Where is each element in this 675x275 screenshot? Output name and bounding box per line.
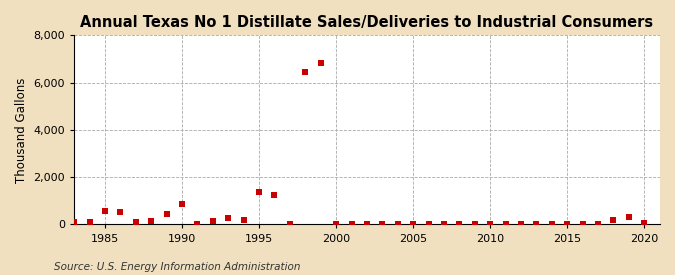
Point: [593, 222, 603, 226]
Point: [608, 218, 619, 222]
Point: [146, 219, 157, 223]
Point: [254, 190, 265, 194]
Point: [362, 222, 373, 226]
Point: [100, 209, 111, 213]
Point: [284, 221, 295, 226]
Point: [485, 222, 495, 226]
Point: [531, 222, 542, 226]
Point: [130, 219, 141, 224]
Point: [238, 217, 249, 222]
Point: [562, 222, 572, 226]
Title: Annual Texas No 1 Distillate Sales/Deliveries to Industrial Consumers: Annual Texas No 1 Distillate Sales/Deliv…: [80, 15, 653, 30]
Point: [115, 210, 126, 214]
Point: [546, 222, 557, 226]
Point: [500, 222, 511, 226]
Y-axis label: Thousand Gallons: Thousand Gallons: [15, 77, 28, 183]
Point: [207, 219, 218, 223]
Point: [331, 222, 342, 226]
Point: [577, 222, 588, 226]
Point: [315, 60, 326, 65]
Point: [84, 219, 95, 224]
Point: [69, 220, 80, 224]
Point: [192, 222, 203, 227]
Text: Source: U.S. Energy Information Administration: Source: U.S. Energy Information Administ…: [54, 262, 300, 272]
Point: [639, 221, 649, 226]
Point: [439, 222, 450, 226]
Point: [269, 192, 280, 197]
Point: [177, 202, 188, 207]
Point: [516, 222, 526, 226]
Point: [408, 222, 418, 226]
Point: [469, 222, 480, 226]
Point: [223, 215, 234, 220]
Point: [161, 212, 172, 216]
Point: [377, 222, 387, 226]
Point: [392, 222, 403, 226]
Point: [624, 215, 634, 219]
Point: [300, 70, 310, 74]
Point: [454, 222, 465, 226]
Point: [423, 222, 434, 226]
Point: [346, 222, 357, 226]
